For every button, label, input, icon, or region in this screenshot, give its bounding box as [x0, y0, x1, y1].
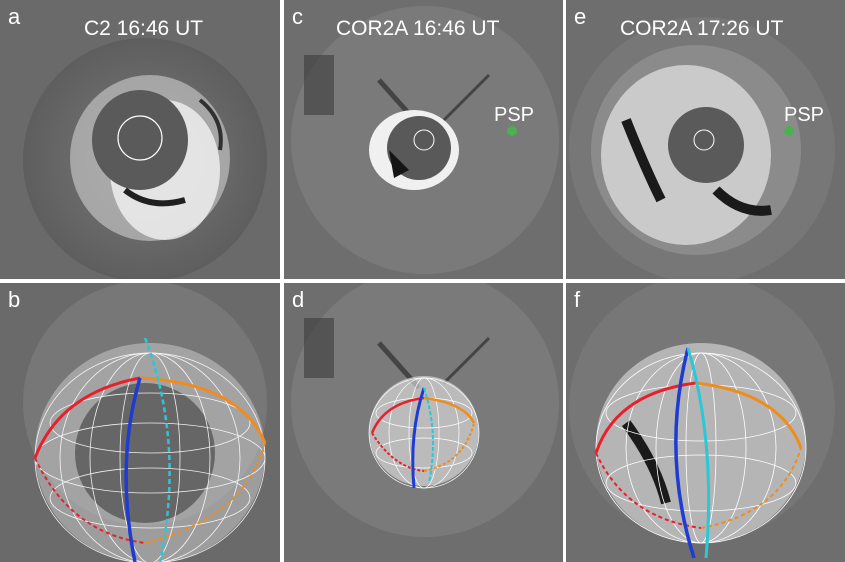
panel-label: b: [8, 287, 21, 312]
panel-label: a: [8, 4, 21, 29]
panel-b-image: [0, 283, 280, 562]
panel-f-image: [566, 283, 845, 562]
panel-e: e COR2A 17:26 UT PSP: [566, 0, 845, 279]
panel-label: f: [574, 287, 581, 312]
panel-f: f: [566, 283, 845, 562]
panel-a: a C2 16:46 UT: [0, 0, 280, 279]
panel-c-image: [284, 0, 563, 279]
psp-label: PSP: [784, 104, 825, 126]
panel-label: d: [292, 287, 305, 312]
panel-a-image: [0, 0, 280, 279]
psp-marker: [507, 126, 517, 136]
panel-label: e: [574, 4, 587, 29]
panel-title: C2 16:46 UT: [84, 17, 204, 40]
psp-label: PSP: [494, 104, 535, 126]
panel-title: COR2A 16:46 UT: [336, 17, 500, 40]
panel-d: d: [284, 283, 563, 562]
panel-b: b: [0, 283, 280, 562]
panel-e-image: [566, 0, 845, 279]
psp-marker: [784, 126, 794, 136]
panel-label: c: [292, 4, 303, 29]
panel-c: c COR2A 16:46 UT PSP: [284, 0, 563, 279]
panel-title: COR2A 17:26 UT: [620, 17, 784, 40]
panel-d-image: [284, 283, 563, 562]
